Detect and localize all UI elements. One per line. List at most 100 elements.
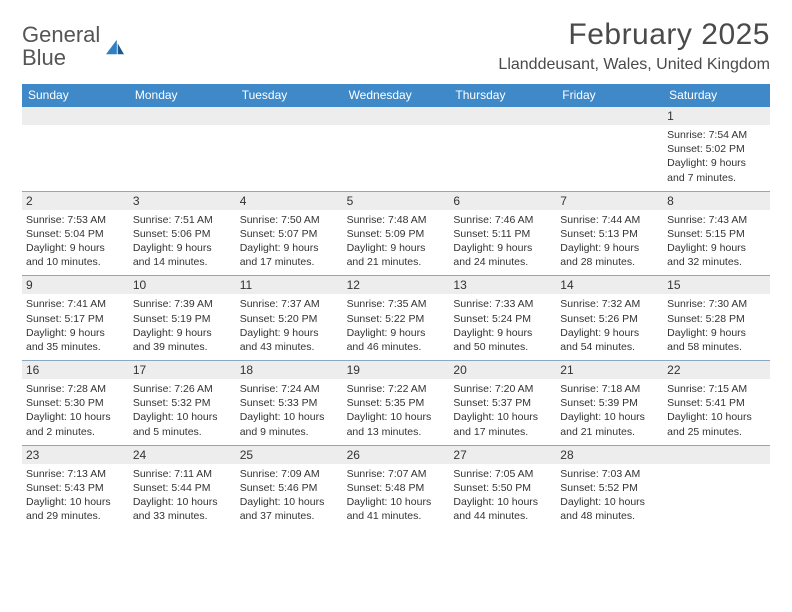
day-cell: 13Sunrise: 7:33 AMSunset: 5:24 PMDayligh… xyxy=(449,276,556,360)
day-daylight1: Daylight: 10 hours xyxy=(26,495,125,509)
day-number: 3 xyxy=(129,192,236,210)
day-sunrise: Sunrise: 7:32 AM xyxy=(560,297,659,311)
day-daylight2: and 13 minutes. xyxy=(347,425,446,439)
day-daylight1: Daylight: 10 hours xyxy=(667,410,766,424)
day-daylight2: and 44 minutes. xyxy=(453,509,552,523)
day-sunrise: Sunrise: 7:20 AM xyxy=(453,382,552,396)
day-number: 19 xyxy=(343,361,450,379)
location: Llanddeusant, Wales, United Kingdom xyxy=(498,56,770,74)
day-sunrise: Sunrise: 7:50 AM xyxy=(240,213,339,227)
day-daylight1: Daylight: 10 hours xyxy=(240,495,339,509)
weekday-cell: Sunday xyxy=(22,84,129,107)
day-sunrise: Sunrise: 7:37 AM xyxy=(240,297,339,311)
day-daylight1: Daylight: 10 hours xyxy=(133,495,232,509)
day-sunset: Sunset: 5:22 PM xyxy=(347,312,446,326)
day-cell xyxy=(556,107,663,191)
day-daylight1: Daylight: 9 hours xyxy=(453,326,552,340)
day-number xyxy=(129,107,236,125)
day-number xyxy=(449,107,556,125)
day-cell: 1 Sunrise: 7:54 AMSunset: 5:02 PMDaylight… xyxy=(663,107,770,191)
day-sunrise: Sunrise: 7:46 AM xyxy=(453,213,552,227)
day-daylight1: Daylight: 10 hours xyxy=(240,410,339,424)
day-daylight1: Daylight: 10 hours xyxy=(453,495,552,509)
day-cell: 16Sunrise: 7:28 AMSunset: 5:30 PMDayligh… xyxy=(22,361,129,445)
day-number: 7 xyxy=(556,192,663,210)
day-cell: 2Sunrise: 7:53 AMSunset: 5:04 PMDaylight… xyxy=(22,192,129,276)
day-number xyxy=(556,107,663,125)
day-sunset: Sunset: 5:20 PM xyxy=(240,312,339,326)
day-sunset: Sunset: 5:06 PM xyxy=(133,227,232,241)
day-cell: 12Sunrise: 7:35 AMSunset: 5:22 PMDayligh… xyxy=(343,276,450,360)
day-cell: 9Sunrise: 7:41 AMSunset: 5:17 PMDaylight… xyxy=(22,276,129,360)
day-daylight2: and 32 minutes. xyxy=(667,255,766,269)
day-number: 8 xyxy=(663,192,770,210)
day-daylight2: and 43 minutes. xyxy=(240,340,339,354)
day-sunrise: Sunrise: 7:54 AM xyxy=(667,128,766,142)
day-sunset: Sunset: 5:52 PM xyxy=(560,481,659,495)
day-daylight2: and 9 minutes. xyxy=(240,425,339,439)
day-daylight1: Daylight: 9 hours xyxy=(347,326,446,340)
day-sunset: Sunset: 5:09 PM xyxy=(347,227,446,241)
day-number: 9 xyxy=(22,276,129,294)
title-block: February 2025 Llanddeusant, Wales, Unite… xyxy=(498,18,770,74)
day-daylight1: Daylight: 9 hours xyxy=(560,326,659,340)
day-daylight2: and 24 minutes. xyxy=(453,255,552,269)
day-daylight1: Daylight: 10 hours xyxy=(560,495,659,509)
week-row: 16Sunrise: 7:28 AMSunset: 5:30 PMDayligh… xyxy=(22,360,770,445)
weeks: 1Sunrise: 7:54 AMSunset: 5:02 PMDaylight… xyxy=(22,107,770,529)
header: General Blue February 2025 Llanddeusant,… xyxy=(22,18,770,74)
day-sunset: Sunset: 5:02 PM xyxy=(667,142,766,156)
weekday-row: SundayMondayTuesdayWednesdayThursdayFrid… xyxy=(22,84,770,107)
day-sunrise: Sunrise: 7:51 AM xyxy=(133,213,232,227)
day-number: 17 xyxy=(129,361,236,379)
day-sunrise: Sunrise: 7:09 AM xyxy=(240,467,339,481)
day-daylight1: Daylight: 9 hours xyxy=(240,326,339,340)
day-sunset: Sunset: 5:43 PM xyxy=(26,481,125,495)
calendar-page: General Blue February 2025 Llanddeusant,… xyxy=(0,0,792,529)
week-row: 2Sunrise: 7:53 AMSunset: 5:04 PMDaylight… xyxy=(22,191,770,276)
day-daylight2: and 35 minutes. xyxy=(26,340,125,354)
day-number: 1 xyxy=(663,107,770,125)
day-number: 4 xyxy=(236,192,343,210)
day-daylight1: Daylight: 9 hours xyxy=(133,326,232,340)
day-daylight1: Daylight: 9 hours xyxy=(133,241,232,255)
day-sunrise: Sunrise: 7:05 AM xyxy=(453,467,552,481)
day-daylight2: and 39 minutes. xyxy=(133,340,232,354)
calendar: SundayMondayTuesdayWednesdayThursdayFrid… xyxy=(22,84,770,529)
day-number: 27 xyxy=(449,446,556,464)
day-cell: 3 Sunrise: 7:51 AMSunset: 5:06 PMDaylight… xyxy=(129,192,236,276)
day-cell xyxy=(129,107,236,191)
day-sunset: Sunset: 5:13 PM xyxy=(560,227,659,241)
day-cell: 15Sunrise: 7:30 AMSunset: 5:28 PMDayligh… xyxy=(663,276,770,360)
day-daylight2: and 5 minutes. xyxy=(133,425,232,439)
day-daylight1: Daylight: 9 hours xyxy=(26,326,125,340)
day-sunset: Sunset: 5:26 PM xyxy=(560,312,659,326)
day-daylight2: and 25 minutes. xyxy=(667,425,766,439)
day-sunrise: Sunrise: 7:30 AM xyxy=(667,297,766,311)
day-sunset: Sunset: 5:17 PM xyxy=(26,312,125,326)
day-number xyxy=(236,107,343,125)
day-cell: 19Sunrise: 7:22 AMSunset: 5:35 PMDayligh… xyxy=(343,361,450,445)
day-daylight1: Daylight: 9 hours xyxy=(26,241,125,255)
day-sunset: Sunset: 5:33 PM xyxy=(240,396,339,410)
day-sunset: Sunset: 5:04 PM xyxy=(26,227,125,241)
day-cell: 6Sunrise: 7:46 AMSunset: 5:11 PMDaylight… xyxy=(449,192,556,276)
sail-icon xyxy=(104,38,126,56)
day-cell xyxy=(236,107,343,191)
day-daylight1: Daylight: 9 hours xyxy=(667,156,766,170)
day-daylight2: and 33 minutes. xyxy=(133,509,232,523)
week-row: 23Sunrise: 7:13 AMSunset: 5:43 PMDayligh… xyxy=(22,445,770,530)
day-cell: 26Sunrise: 7:07 AMSunset: 5:48 PMDayligh… xyxy=(343,446,450,530)
day-sunrise: Sunrise: 7:35 AM xyxy=(347,297,446,311)
weekday-cell: Tuesday xyxy=(236,84,343,107)
day-daylight1: Daylight: 10 hours xyxy=(347,495,446,509)
day-cell: 20Sunrise: 7:20 AMSunset: 5:37 PMDayligh… xyxy=(449,361,556,445)
day-number: 28 xyxy=(556,446,663,464)
day-cell xyxy=(449,107,556,191)
day-number: 22 xyxy=(663,361,770,379)
day-daylight2: and 29 minutes. xyxy=(26,509,125,523)
day-cell: 21Sunrise: 7:18 AMSunset: 5:39 PMDayligh… xyxy=(556,361,663,445)
day-sunset: Sunset: 5:07 PM xyxy=(240,227,339,241)
day-daylight2: and 41 minutes. xyxy=(347,509,446,523)
day-cell: 7Sunrise: 7:44 AMSunset: 5:13 PMDaylight… xyxy=(556,192,663,276)
